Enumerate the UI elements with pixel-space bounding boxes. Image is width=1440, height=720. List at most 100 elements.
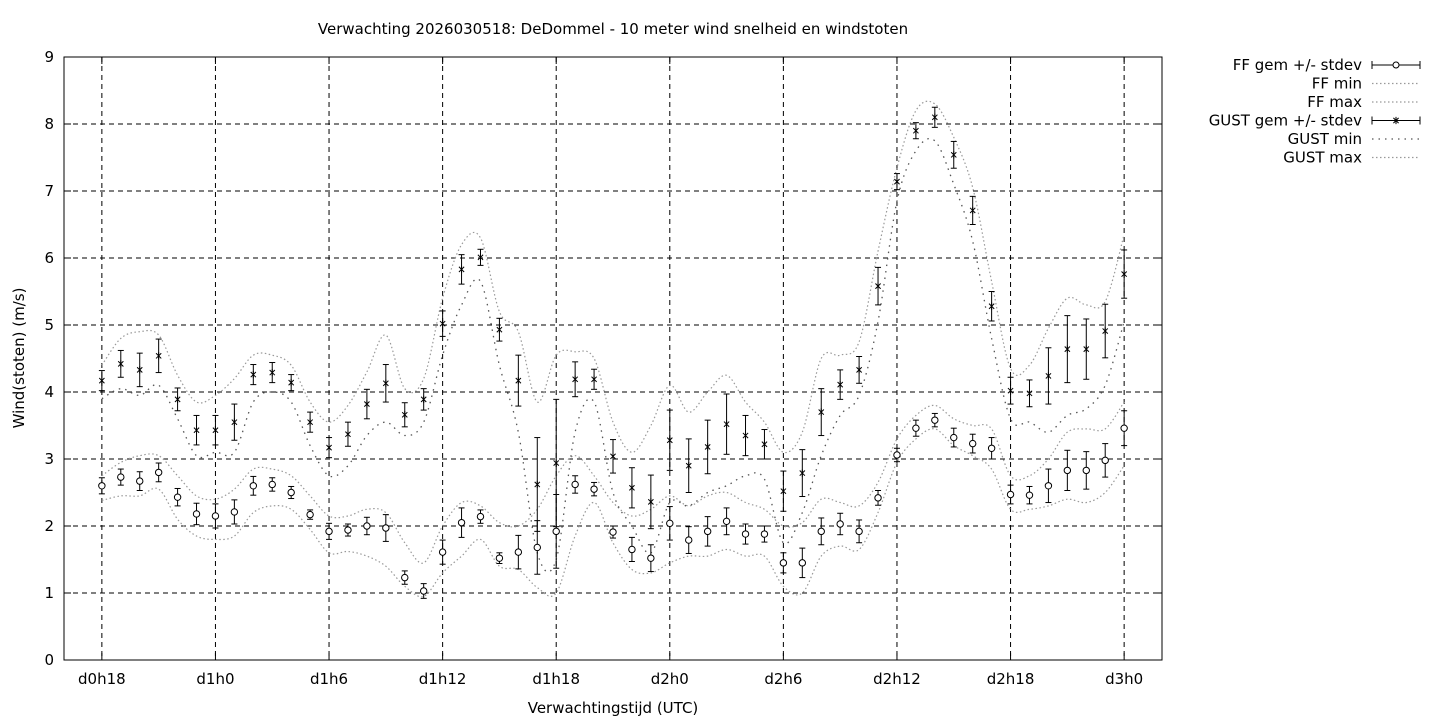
x-tick-label: d1h12 xyxy=(419,670,467,688)
ff-mean-point xyxy=(912,424,920,432)
y-tick-label: 4 xyxy=(44,383,54,401)
gust-mean-point xyxy=(382,379,389,387)
x-tick-label: d2h18 xyxy=(987,670,1035,688)
x-tick-label: d3h0 xyxy=(1105,670,1143,688)
gust-mean-point xyxy=(988,302,995,310)
ff-mean-point xyxy=(1006,490,1015,499)
gust-mean-point xyxy=(742,431,749,440)
gust-mean-point xyxy=(856,366,863,374)
star-stroke xyxy=(1102,328,1109,334)
gust-mean-point xyxy=(572,375,579,383)
axis-ticks: 0 1 2 3 4 5 6 7 8 9 d0h18 d1h0 d1h6 d1h12 d1h18 d2h0 d2h… xyxy=(44,48,1162,688)
ff-mean-point xyxy=(154,468,163,477)
gust-mean-series xyxy=(98,106,1128,532)
ff-mean-point xyxy=(419,587,428,595)
ff-mean-point xyxy=(476,512,485,521)
star-stroke xyxy=(931,114,938,121)
legend-label: FF max xyxy=(1307,93,1362,111)
gust-mean-point xyxy=(534,480,541,489)
ff-mean-point xyxy=(798,559,807,567)
gust-mean-point xyxy=(610,452,616,460)
ff-mean-point xyxy=(968,439,977,448)
ff-mean-point xyxy=(931,416,939,424)
star-stroke xyxy=(912,127,919,134)
gust-mean-point xyxy=(647,498,654,506)
x-tick-label: d2h6 xyxy=(764,670,802,688)
y-tick-label: 6 xyxy=(44,249,54,267)
star-stroke xyxy=(572,376,579,383)
legend-label: FF gem +/- stdev xyxy=(1233,56,1362,74)
ff-mean-point xyxy=(893,451,901,459)
star-stroke xyxy=(307,419,314,426)
gust-mean-point xyxy=(439,320,446,328)
star-stroke xyxy=(1045,372,1052,379)
star-stroke xyxy=(780,488,787,495)
ff-mean-point xyxy=(836,520,844,528)
star-stroke xyxy=(988,303,995,310)
gust-mean-point xyxy=(231,418,238,426)
star-stroke xyxy=(723,421,730,428)
gust-mean-point xyxy=(666,436,673,444)
gust-mean-point xyxy=(1026,389,1033,397)
gust-mean-point xyxy=(1121,270,1128,278)
gust-mean-point xyxy=(950,151,957,159)
gust-mean-point xyxy=(1064,345,1071,353)
star-stroke xyxy=(610,453,616,460)
gust-mean-point xyxy=(477,253,484,261)
min-max-bands xyxy=(101,100,1125,598)
gust-mean-point xyxy=(704,443,711,451)
ff-mean-point xyxy=(571,480,579,489)
star-stroke xyxy=(704,443,711,450)
ff-mean-point xyxy=(1101,456,1109,465)
gust-min-line xyxy=(101,137,1125,573)
gust-mean-point xyxy=(136,366,143,374)
star-stroke xyxy=(534,481,541,488)
ff-mean-point xyxy=(874,494,882,502)
gust-mean-point xyxy=(1045,372,1052,380)
star-stroke xyxy=(969,207,976,214)
ff-mean-point xyxy=(344,526,352,534)
ff-mean-point xyxy=(98,482,106,490)
gust-max-line xyxy=(101,100,1125,454)
gust-mean-point xyxy=(553,459,560,467)
gust-mean-point xyxy=(894,178,900,186)
y-tick-label: 2 xyxy=(44,517,54,535)
ff-mean-point xyxy=(268,480,276,489)
star-stroke xyxy=(515,377,522,384)
star-stroke xyxy=(458,266,465,273)
star-stroke xyxy=(1026,390,1033,397)
ff-mean-point xyxy=(760,530,769,538)
star-stroke xyxy=(685,462,692,469)
star-stroke xyxy=(553,460,560,466)
ff-mean-point xyxy=(1120,424,1128,432)
star-stroke xyxy=(875,283,881,290)
x-tick-label: d2h0 xyxy=(651,670,689,688)
ff-mean-point xyxy=(817,527,825,536)
gust-mean-point xyxy=(345,430,351,438)
ff-mean-point xyxy=(552,527,560,536)
ff-mean-point xyxy=(628,545,636,554)
ff-mean-point xyxy=(1044,482,1053,490)
gust-mean-point xyxy=(269,368,276,377)
star-stroke xyxy=(647,498,654,505)
gust-mean-point xyxy=(458,265,465,273)
gust-mean-point xyxy=(288,379,295,387)
ff-mean-point xyxy=(325,527,333,536)
ff-mean-point xyxy=(685,536,693,544)
data-series xyxy=(98,106,1128,599)
star-stroke xyxy=(1064,346,1071,353)
legend-label: GUST gem +/- stdev xyxy=(1209,112,1362,130)
ff-mean-point xyxy=(401,573,409,582)
gust-mean-point xyxy=(591,375,598,383)
star-stroke xyxy=(193,427,200,434)
star-stroke xyxy=(98,377,105,384)
legend-label: GUST min xyxy=(1288,130,1362,148)
ff-mean-point xyxy=(495,554,504,562)
y-tick-label: 7 xyxy=(44,182,54,200)
legend-marker-circle xyxy=(1392,61,1400,69)
ff-mean-point xyxy=(533,543,541,552)
chart-title: Verwachting 2026030518: DeDommel - 10 me… xyxy=(318,20,908,38)
star-stroke xyxy=(212,427,219,434)
gust-mean-point xyxy=(628,484,635,492)
